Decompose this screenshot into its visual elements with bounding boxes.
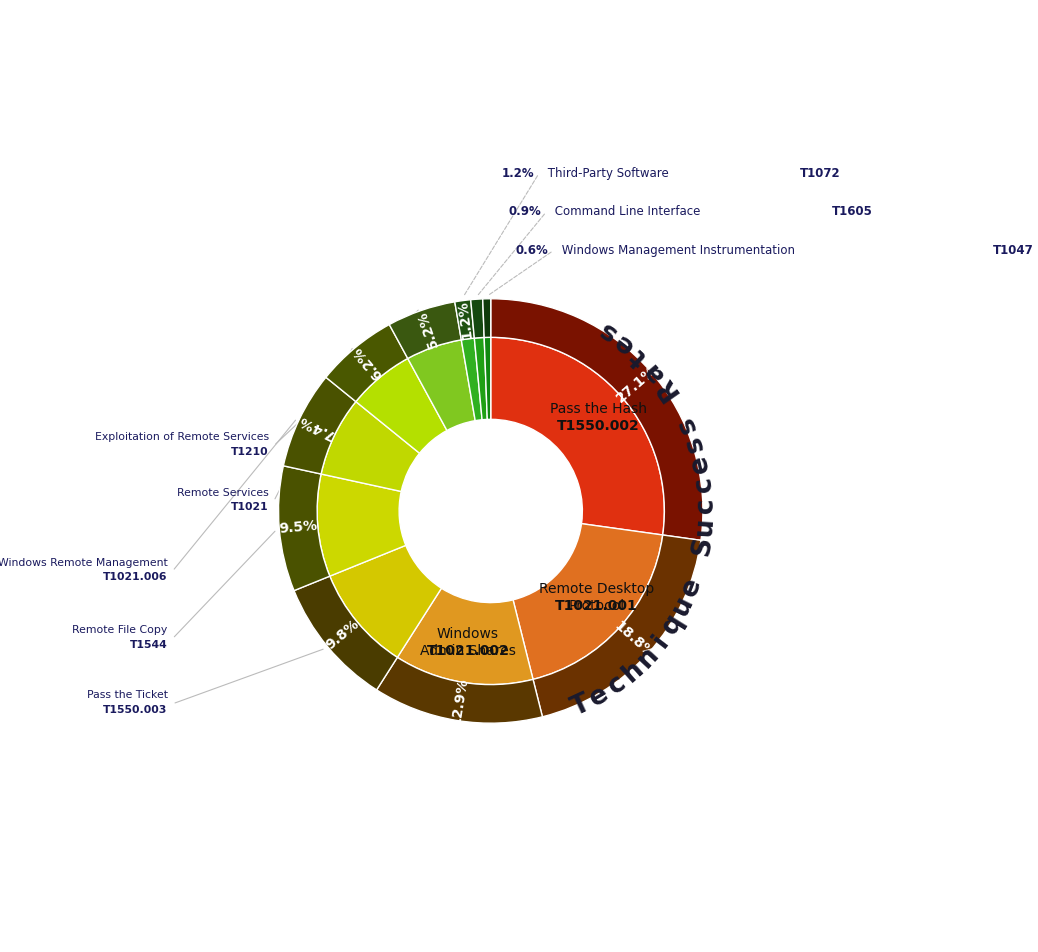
Wedge shape: [470, 299, 484, 338]
Text: T1210: T1210: [231, 446, 269, 457]
Text: 6.2%: 6.2%: [350, 344, 385, 382]
Text: e: e: [584, 681, 613, 712]
Wedge shape: [513, 524, 662, 680]
Wedge shape: [283, 377, 356, 474]
Text: T1072: T1072: [799, 167, 840, 180]
Text: Windows Management Instrumentation: Windows Management Instrumentation: [558, 244, 799, 257]
Text: Third-Party Software: Third-Party Software: [544, 167, 673, 180]
Text: Pass the Ticket: Pass the Ticket: [86, 690, 167, 701]
Text: Windows Remote Management: Windows Remote Management: [0, 558, 167, 567]
Text: 9.8%: 9.8%: [323, 617, 362, 652]
Text: c: c: [690, 475, 717, 494]
Text: Admin Shares: Admin Shares: [420, 645, 516, 659]
Text: a: a: [638, 356, 670, 387]
Wedge shape: [534, 535, 701, 717]
Text: 27.1%: 27.1%: [613, 363, 659, 406]
Text: t: t: [626, 343, 653, 370]
Text: n: n: [632, 642, 663, 673]
Text: T1021.006: T1021.006: [103, 572, 167, 583]
Text: T1544: T1544: [130, 640, 167, 650]
Text: s: s: [672, 412, 702, 437]
Text: 7.4%: 7.4%: [297, 413, 337, 442]
Text: u: u: [667, 592, 699, 620]
Text: 5.2%: 5.2%: [414, 308, 440, 349]
Text: e: e: [685, 452, 715, 475]
Text: 0.6%: 0.6%: [516, 244, 549, 257]
Text: 1.2%: 1.2%: [501, 167, 535, 180]
Wedge shape: [389, 302, 461, 359]
Wedge shape: [330, 545, 441, 658]
Text: Remote Services: Remote Services: [177, 487, 269, 498]
Wedge shape: [483, 299, 491, 337]
Text: s: s: [594, 315, 621, 346]
Text: i: i: [648, 630, 675, 653]
Wedge shape: [491, 337, 664, 535]
Wedge shape: [318, 474, 406, 576]
Wedge shape: [474, 337, 487, 420]
Text: q: q: [657, 609, 689, 639]
Text: 12.9%: 12.9%: [449, 677, 470, 726]
Text: c: c: [603, 669, 631, 700]
Wedge shape: [356, 359, 447, 453]
Text: 18.8%: 18.8%: [611, 619, 657, 662]
Text: Protocol: Protocol: [569, 599, 625, 613]
Text: h: h: [618, 656, 649, 687]
Wedge shape: [484, 337, 491, 420]
Wedge shape: [398, 588, 534, 684]
Text: Command Line Interface: Command Line Interface: [551, 206, 704, 218]
Text: Exploitation of Remote Services: Exploitation of Remote Services: [94, 432, 269, 443]
Text: T1550.002: T1550.002: [556, 419, 639, 433]
Text: Windows: Windows: [437, 627, 499, 641]
Text: Remote File Copy: Remote File Copy: [73, 625, 167, 635]
Text: 0.9%: 0.9%: [509, 206, 542, 218]
Text: T: T: [567, 690, 595, 722]
Text: T1550.003: T1550.003: [103, 704, 167, 715]
Text: e: e: [609, 327, 639, 358]
Wedge shape: [408, 340, 475, 430]
Text: T1021.002: T1021.002: [427, 645, 510, 659]
Wedge shape: [326, 325, 408, 402]
Wedge shape: [377, 658, 543, 724]
Wedge shape: [294, 576, 398, 690]
Wedge shape: [461, 338, 482, 421]
Text: R: R: [650, 372, 683, 404]
Text: e: e: [676, 574, 707, 600]
Text: s: s: [680, 432, 709, 455]
Text: Pass the Hash: Pass the Hash: [549, 402, 647, 416]
Text: 9.5%: 9.5%: [278, 519, 319, 536]
Text: T1605: T1605: [832, 206, 873, 218]
Wedge shape: [455, 300, 474, 340]
Text: 1.2%: 1.2%: [456, 300, 474, 340]
Text: S: S: [688, 535, 717, 558]
Text: Remote Desktop: Remote Desktop: [539, 582, 654, 596]
Text: T1021.001: T1021.001: [555, 599, 638, 613]
Wedge shape: [321, 402, 419, 491]
Text: T1047: T1047: [992, 244, 1034, 257]
Wedge shape: [278, 466, 330, 590]
Text: T1021: T1021: [231, 503, 269, 512]
Wedge shape: [491, 299, 703, 541]
Text: u: u: [691, 516, 718, 536]
Text: c: c: [692, 497, 718, 513]
